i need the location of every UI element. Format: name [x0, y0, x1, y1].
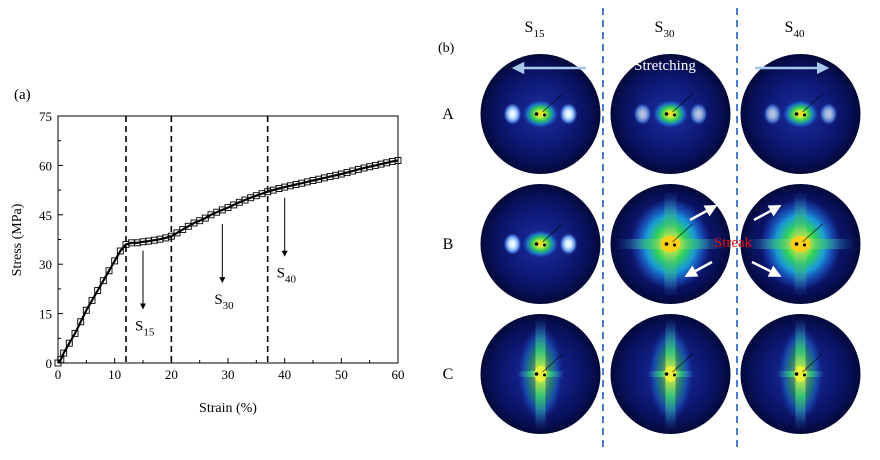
annotation-main: S: [135, 318, 143, 334]
y-tick-label: 45: [39, 208, 52, 223]
annotation-main: S: [214, 292, 222, 308]
panel-a-label: (a): [14, 87, 31, 103]
streak-arrow-3: [753, 205, 782, 222]
column-header: S30: [655, 19, 675, 40]
y-axis-label: Stress (MPa): [10, 203, 25, 276]
saxs-pattern-A-3: [738, 50, 863, 178]
streak-arrow-1: [689, 205, 718, 222]
y-tick-label: 60: [39, 158, 52, 173]
y-tick-label: 15: [39, 307, 52, 322]
data-point: [82, 306, 90, 314]
axis-ticks: 0 10 20 30 40 50 60 0 15 30 45 60 75: [39, 109, 405, 382]
saxs-pattern-A-1: [478, 50, 603, 178]
x-tick-label: 40: [278, 367, 291, 382]
data-point: [94, 287, 102, 294]
row-header: A: [442, 106, 454, 123]
data-point: [65, 339, 73, 347]
annotation-main: S: [277, 266, 285, 282]
data-point: [105, 267, 113, 275]
annotation-subscript: 30: [223, 300, 235, 312]
y-tick-label: 0: [46, 356, 53, 371]
column-header: S40: [785, 19, 805, 40]
panel-a: (a) Stress (MPa) Strain (%) 0 10 20 30 40 50 6…: [10, 87, 405, 416]
x-tick-label: 10: [108, 367, 121, 382]
annotation-subscript: 15: [143, 326, 155, 338]
saxs-pattern-B-3: [738, 180, 863, 308]
x-axis-label: Strain (%): [199, 401, 257, 416]
annotation-subscript: 40: [285, 274, 297, 286]
panel-b: (b) S15 S30 S40 A B C Stretching Streak: [438, 8, 863, 448]
stretching-label: Stretching: [634, 58, 696, 74]
column-dividers: [602, 8, 738, 448]
saxs-pattern-C-3: [738, 310, 863, 438]
y-tick-label: 30: [39, 257, 52, 272]
saxs-pattern-grid: [478, 50, 863, 438]
annotation-label: S15: [135, 318, 155, 338]
x-tick-label: 30: [222, 367, 235, 382]
x-tick-label: 0: [55, 367, 62, 382]
data-point: [71, 329, 79, 337]
row-header: C: [443, 366, 454, 383]
streak-label: Streak: [714, 235, 753, 251]
pattern-annotations: Stretching Streak: [511, 58, 830, 277]
x-tick-label: 50: [335, 367, 348, 382]
y-tick-label: 75: [39, 109, 52, 124]
streak-arrow-2: [684, 260, 713, 277]
saxs-pattern-C-2: [608, 310, 733, 438]
annotation-label: S40: [277, 266, 297, 286]
saxs-pattern-C-1: [478, 310, 603, 438]
x-tick-label: 20: [165, 367, 178, 382]
saxs-pattern-A-2: [608, 50, 733, 178]
data-point: [116, 247, 124, 255]
column-header: S15: [525, 19, 545, 40]
annotation-label: S30: [214, 292, 234, 312]
streak-arrow-4: [751, 260, 782, 277]
row-headers: A B C: [442, 106, 454, 383]
saxs-pattern-B-2: [608, 180, 733, 308]
saxs-pattern-B-1: [478, 180, 603, 308]
data-point: [77, 318, 85, 326]
panel-b-label: (b): [438, 41, 455, 56]
data-series: [54, 157, 402, 367]
plot-frame: [57, 115, 399, 364]
row-header: B: [443, 236, 454, 253]
x-tick-label: 60: [392, 367, 405, 382]
data-point: [60, 349, 68, 357]
data-point: [99, 277, 107, 285]
data-point: [88, 296, 96, 304]
series-line: [57, 159, 399, 364]
column-headers: S15 S30 S40: [525, 19, 805, 40]
data-point: [111, 257, 119, 265]
